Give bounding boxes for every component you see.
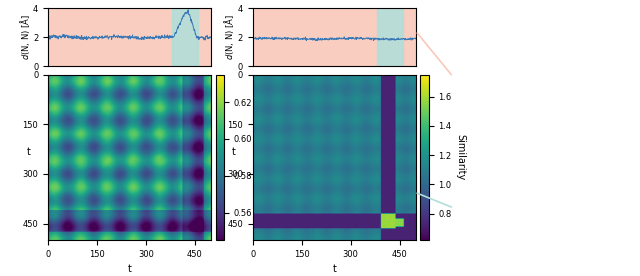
Y-axis label: t: t	[26, 147, 30, 157]
Bar	[172, 8, 198, 66]
X-axis label: t: t	[332, 264, 337, 274]
Y-axis label: $d$(N, N) [Å]: $d$(N, N) [Å]	[18, 14, 31, 60]
Y-axis label: $d$(N, N) [Å]: $d$(N, N) [Å]	[223, 14, 236, 60]
Circle shape	[461, 148, 614, 263]
Y-axis label: t: t	[231, 147, 235, 157]
X-axis label: t: t	[127, 264, 132, 274]
Circle shape	[461, 16, 614, 130]
Y-axis label: Similarity: Similarity	[456, 134, 466, 181]
Bar	[48, 8, 211, 66]
Bar	[253, 8, 416, 66]
Bar	[377, 8, 403, 66]
